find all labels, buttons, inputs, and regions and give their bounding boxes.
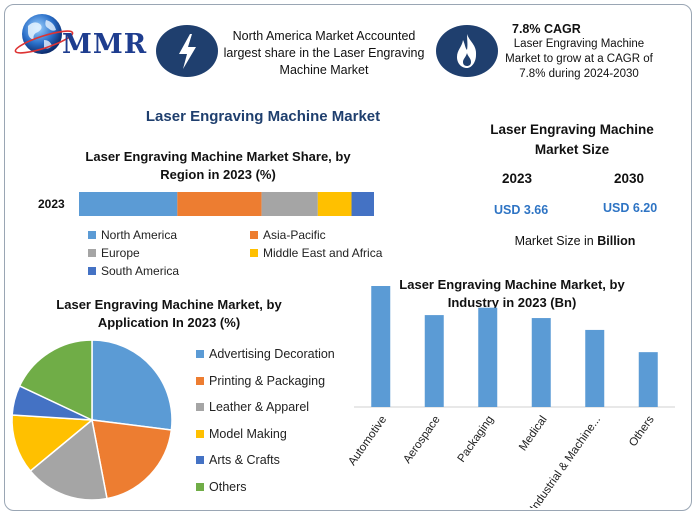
region-legend-north-america: North America <box>88 228 177 242</box>
market-size-year-2030: 2030 <box>614 171 645 186</box>
industry-bar-industrial-and-machine <box>585 329 605 407</box>
globe-logo-icon <box>14 14 74 54</box>
flame-icon <box>436 25 498 77</box>
market-size-value-2030: USD 6.20 <box>603 201 658 215</box>
industry-tick-medical: Medical <box>517 414 550 453</box>
market-size-title: Laser Engraving Machine Market Size <box>490 122 654 157</box>
industry-bar-aerospace <box>424 315 444 407</box>
market-size-value-2023: USD 3.66 <box>494 203 549 217</box>
region-chart: 2023 <box>38 192 374 216</box>
pie-slice-model-making <box>11 414 94 473</box>
pie-slice-leather-and-apparel <box>29 418 108 501</box>
market-size-year-2023: 2023 <box>502 171 533 186</box>
application-legend-model-making: Model Making <box>196 427 287 441</box>
industry-bar-packaging <box>478 307 498 407</box>
pie-slice-printing-and-packaging <box>91 419 173 500</box>
industry-tick-packaging: Packaging <box>456 414 497 465</box>
application-pie-chart <box>11 339 173 501</box>
industry-bar-automotive <box>371 286 391 407</box>
region-bar-north-america <box>79 192 178 216</box>
application-legend-others: Others <box>196 480 247 494</box>
market-size-note-unit: Billion <box>597 234 636 248</box>
application-legend-leather-and-apparel: Leather & Apparel <box>196 400 309 414</box>
callout-north-america-share: North America Market Accounted largest s… <box>223 29 425 77</box>
pie-slice-advertising-decoration <box>91 339 173 431</box>
region-legend-asia-pacific: Asia-Pacific <box>250 228 326 242</box>
application-legend-advertising-decoration: Advertising Decoration <box>196 347 335 361</box>
application-legend-printing-and-packaging: Printing & Packaging <box>196 374 325 388</box>
region-chart-title: Laser Engraving Machine Market Share, by… <box>85 149 351 182</box>
industry-tick-aerospace: Aerospace <box>401 414 442 466</box>
application-chart-title: Laser Engraving Machine Market, by Appli… <box>56 297 282 330</box>
region-legend-south-america: South America <box>88 264 179 278</box>
page-title: Laser Engraving Machine Market <box>145 108 381 125</box>
cagr-heading: 7.8% CAGR <box>512 22 581 36</box>
region-bar-asia-pacific <box>177 192 262 216</box>
market-size-note: Market Size in Billion <box>480 234 670 248</box>
industry-tick-automotive: Automotive <box>346 414 389 468</box>
industry-bar-chart: Automotive Aerospace Packaging MedicalIndus… <box>346 286 675 508</box>
industry-chart-title: Laser Engraving Machine Market, by Indus… <box>399 277 625 310</box>
application-legend-arts-and-crafts: Arts & Crafts <box>196 453 280 467</box>
pie-slice-others <box>18 339 93 422</box>
region-bar-europe <box>261 192 318 216</box>
lightning-bolt-icon <box>156 25 218 77</box>
cagr-text: Laser Engraving Machine Market to grow a… <box>505 38 653 80</box>
region-bar-south-america <box>351 192 374 216</box>
industry-bar-medical <box>531 318 551 407</box>
region-legend-middle-east-and-africa: Middle East and Africa <box>250 246 382 260</box>
region-legend-europe: Europe <box>88 246 140 260</box>
callout-cagr: 7.8% CAGR Laser Engraving Machine Market… <box>500 22 658 82</box>
logo-text: MMR <box>62 29 148 60</box>
industry-bar-others <box>638 352 658 407</box>
market-size-note-prefix: Market Size in <box>514 234 598 248</box>
region-bar-middle-east-and-africa <box>317 192 352 216</box>
region-category-label: 2023 <box>38 197 65 211</box>
industry-tick-others: Others <box>627 414 657 449</box>
